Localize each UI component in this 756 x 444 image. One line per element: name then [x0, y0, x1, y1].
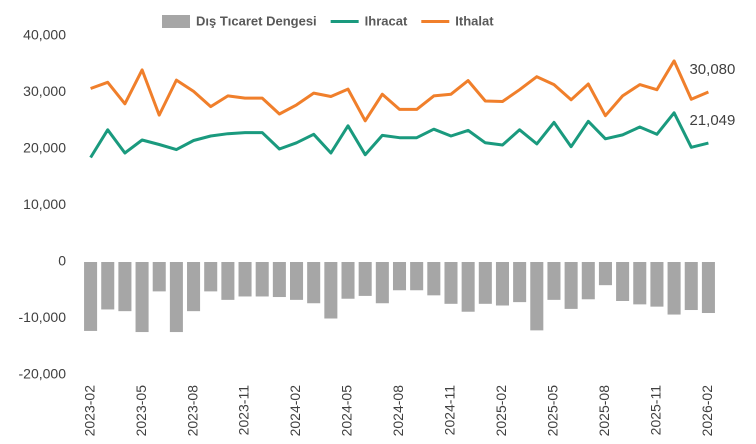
bar [375, 262, 389, 304]
legend-swatch [162, 15, 190, 28]
y-tick-label: 40,000 [23, 27, 66, 43]
bar [461, 262, 475, 312]
bar [547, 262, 561, 300]
bar [598, 262, 612, 286]
bar [392, 262, 407, 291]
line [90, 59, 709, 123]
bar [633, 262, 647, 305]
bar [204, 262, 218, 292]
bar [427, 262, 441, 296]
bar [118, 262, 132, 312]
bar [564, 262, 578, 309]
bar [616, 262, 630, 301]
y-tick-label: 30,000 [23, 83, 66, 99]
y-tick-label: 0 [58, 253, 66, 269]
bar [410, 262, 424, 291]
y-tick-label: 10,000 [23, 196, 66, 212]
bar [290, 262, 304, 300]
data-label: 21,049 [689, 112, 735, 129]
bar [84, 262, 98, 331]
bar [169, 262, 183, 333]
bar [152, 262, 166, 292]
bar [272, 262, 286, 298]
x-tick-label: 2024-05 [339, 385, 355, 437]
bar [684, 262, 698, 311]
x-tick-label: 2025-11 [648, 385, 664, 436]
legend-label: Ihracat [365, 13, 408, 28]
bar [358, 262, 372, 296]
bar [341, 262, 355, 299]
line [89, 111, 709, 159]
bar [667, 262, 681, 315]
x-tick-label: 2025-08 [596, 385, 612, 437]
bar [513, 262, 527, 303]
bar [495, 262, 509, 306]
bar [221, 262, 235, 300]
bar [187, 262, 201, 312]
x-tick-label: 2023-08 [184, 385, 200, 437]
bar [135, 262, 149, 333]
bar [581, 262, 595, 300]
bar [324, 262, 338, 319]
legend-label: Dış Tıcaret Dengesi [196, 13, 317, 28]
bar [444, 262, 458, 304]
x-tick-label: 2023-02 [81, 385, 97, 437]
legend-label: Ithalat [455, 13, 494, 28]
x-tick-label: 2024-08 [390, 385, 406, 437]
bar [101, 262, 115, 310]
bar [307, 262, 321, 304]
x-tick-label: 2026-02 [699, 385, 715, 437]
y-tick-label: 20,000 [23, 140, 66, 156]
x-tick-label: 2024-02 [287, 385, 303, 437]
bar [478, 262, 492, 304]
bar [238, 262, 252, 297]
x-tick-label: 2025-05 [545, 385, 561, 437]
bar [255, 262, 269, 297]
y-tick-label: -20,000 [19, 366, 67, 382]
bar [530, 262, 544, 331]
bar [701, 262, 715, 314]
x-tick-label: 2023-05 [133, 385, 149, 437]
x-tick-label: 2023-11 [236, 385, 252, 436]
bar [650, 262, 664, 307]
x-tick-label: 2024-11 [442, 385, 458, 436]
x-tick-label: 2025-02 [493, 385, 509, 437]
y-tick-label: -10,000 [19, 309, 67, 325]
data-label: 30,080 [689, 61, 735, 78]
